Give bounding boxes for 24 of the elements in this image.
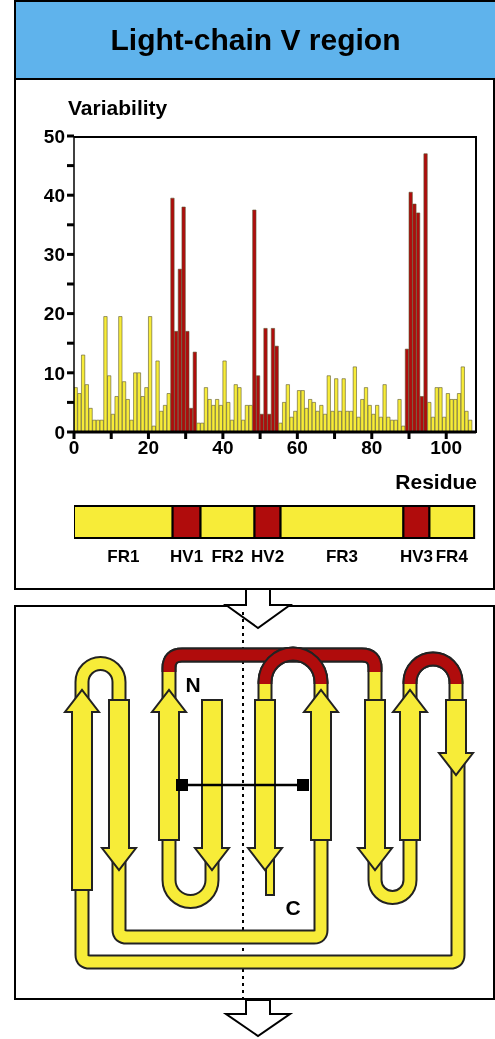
x-tick-label: 0: [68, 437, 80, 459]
chart-title: Light-chain V region: [110, 23, 401, 57]
x-tick-label: 20: [137, 437, 160, 459]
y-tick-label: 20: [43, 303, 65, 325]
y-tick-label: 40: [43, 184, 65, 206]
x-axis-title: Residue: [395, 470, 477, 494]
text: C: [285, 896, 301, 919]
x-tick-label: 100: [430, 437, 463, 459]
series-label: HV1: [170, 547, 204, 566]
y-tick-label: 30: [43, 244, 65, 266]
series-label: HV3: [399, 547, 433, 566]
y-tick-label: 50: [43, 125, 65, 147]
series-label: FR2: [211, 547, 244, 566]
y-tick-label: 10: [43, 362, 65, 384]
series-label: FR4: [435, 547, 469, 566]
x-tick-label: 60: [286, 437, 308, 459]
y-tick-label: 0: [54, 421, 65, 443]
series-label: HV2: [251, 547, 285, 566]
x-tick-label: 40: [212, 437, 234, 459]
y-axis-title: Variability: [68, 96, 168, 120]
series-label: FR3: [325, 547, 359, 566]
series-label: FR1: [107, 547, 140, 566]
text: N: [185, 673, 201, 696]
x-tick-label: 80: [361, 437, 383, 459]
